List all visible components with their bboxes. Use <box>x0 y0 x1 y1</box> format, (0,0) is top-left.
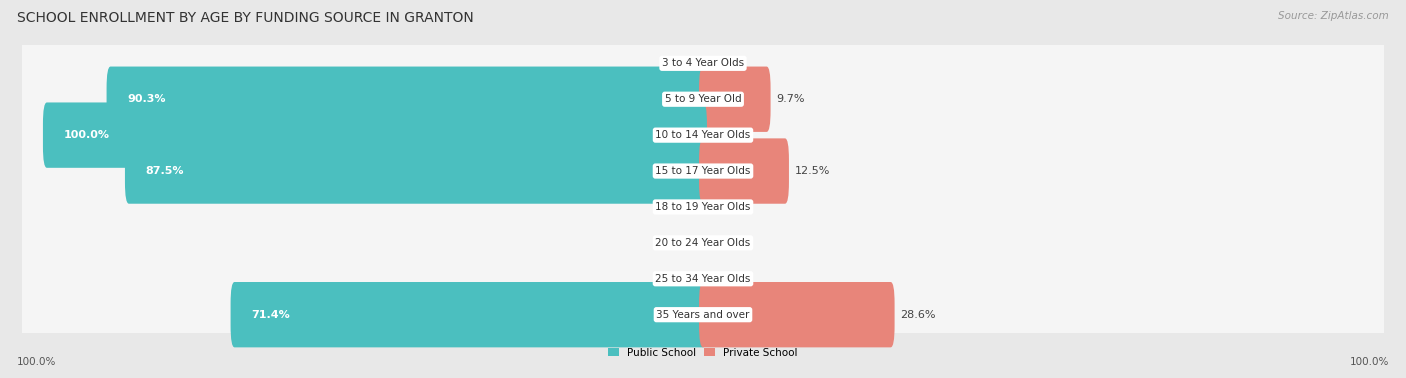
Text: 100.0%: 100.0% <box>17 357 56 367</box>
Text: 0.0%: 0.0% <box>713 202 741 212</box>
Text: 0.0%: 0.0% <box>713 58 741 68</box>
FancyBboxPatch shape <box>231 282 707 347</box>
Text: SCHOOL ENROLLMENT BY AGE BY FUNDING SOURCE IN GRANTON: SCHOOL ENROLLMENT BY AGE BY FUNDING SOUR… <box>17 11 474 25</box>
Text: 18 to 19 Year Olds: 18 to 19 Year Olds <box>655 202 751 212</box>
Text: 15 to 17 Year Olds: 15 to 17 Year Olds <box>655 166 751 176</box>
Text: 28.6%: 28.6% <box>900 310 936 320</box>
FancyBboxPatch shape <box>22 125 1384 217</box>
Text: 0.0%: 0.0% <box>665 202 693 212</box>
FancyBboxPatch shape <box>107 67 707 132</box>
Text: 12.5%: 12.5% <box>794 166 830 176</box>
Text: 90.3%: 90.3% <box>127 94 166 104</box>
FancyBboxPatch shape <box>699 138 789 204</box>
FancyBboxPatch shape <box>22 161 1384 253</box>
Text: 3 to 4 Year Olds: 3 to 4 Year Olds <box>662 58 744 68</box>
Text: 100.0%: 100.0% <box>1350 357 1389 367</box>
Text: 9.7%: 9.7% <box>776 94 806 104</box>
Text: 87.5%: 87.5% <box>145 166 184 176</box>
FancyBboxPatch shape <box>22 54 1384 145</box>
FancyBboxPatch shape <box>22 197 1384 288</box>
FancyBboxPatch shape <box>22 269 1384 360</box>
FancyBboxPatch shape <box>699 282 894 347</box>
Text: 71.4%: 71.4% <box>250 310 290 320</box>
Text: Source: ZipAtlas.com: Source: ZipAtlas.com <box>1278 11 1389 21</box>
Text: 0.0%: 0.0% <box>713 130 741 140</box>
Text: 0.0%: 0.0% <box>665 274 693 284</box>
FancyBboxPatch shape <box>125 138 707 204</box>
Text: 100.0%: 100.0% <box>63 130 110 140</box>
Text: 0.0%: 0.0% <box>713 274 741 284</box>
Text: 35 Years and over: 35 Years and over <box>657 310 749 320</box>
FancyBboxPatch shape <box>44 102 707 168</box>
Text: 25 to 34 Year Olds: 25 to 34 Year Olds <box>655 274 751 284</box>
Text: 5 to 9 Year Old: 5 to 9 Year Old <box>665 94 741 104</box>
Text: 0.0%: 0.0% <box>665 238 693 248</box>
FancyBboxPatch shape <box>22 90 1384 181</box>
Text: 20 to 24 Year Olds: 20 to 24 Year Olds <box>655 238 751 248</box>
Text: 0.0%: 0.0% <box>713 238 741 248</box>
Text: 10 to 14 Year Olds: 10 to 14 Year Olds <box>655 130 751 140</box>
Legend: Public School, Private School: Public School, Private School <box>605 344 801 362</box>
Text: 0.0%: 0.0% <box>665 58 693 68</box>
FancyBboxPatch shape <box>22 233 1384 324</box>
FancyBboxPatch shape <box>699 67 770 132</box>
FancyBboxPatch shape <box>22 18 1384 109</box>
